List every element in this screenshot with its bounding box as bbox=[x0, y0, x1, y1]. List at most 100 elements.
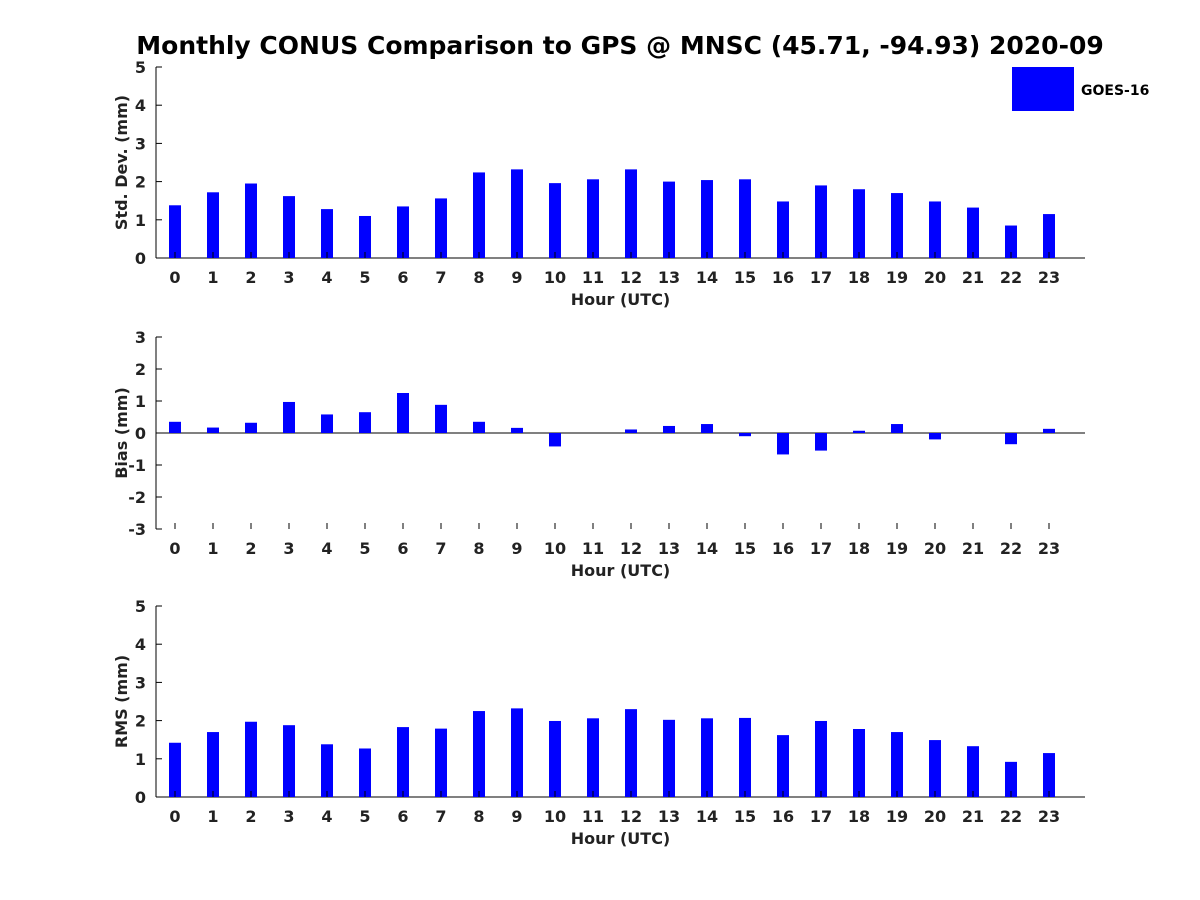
bar bbox=[891, 193, 903, 258]
bar bbox=[283, 401, 295, 433]
bar bbox=[1005, 225, 1017, 258]
x-tick-label: 21 bbox=[962, 268, 984, 287]
x-tick-label: 20 bbox=[924, 539, 946, 558]
bar bbox=[473, 172, 485, 258]
x-tick-label: 6 bbox=[397, 268, 408, 287]
bar bbox=[1043, 428, 1055, 433]
bar bbox=[967, 746, 979, 797]
bar bbox=[283, 196, 295, 258]
bar bbox=[1043, 753, 1055, 797]
bar bbox=[967, 207, 979, 258]
bar bbox=[625, 709, 637, 797]
bar bbox=[207, 192, 219, 258]
x-tick-label: 17 bbox=[810, 268, 832, 287]
x-tick-label: 3 bbox=[283, 539, 294, 558]
bar bbox=[473, 711, 485, 797]
y-tick-label: -3 bbox=[128, 520, 146, 539]
y-axis-label: Bias (mm) bbox=[112, 387, 131, 479]
y-axis-label: RMS (mm) bbox=[112, 655, 131, 748]
x-tick-label: 2 bbox=[245, 539, 256, 558]
x-tick-label: 6 bbox=[397, 539, 408, 558]
bar bbox=[739, 717, 751, 797]
chart-title: Monthly CONUS Comparison to GPS @ MNSC (… bbox=[136, 31, 1103, 60]
x-tick-label: 19 bbox=[886, 807, 908, 826]
bar bbox=[511, 169, 523, 258]
y-tick-label: 2 bbox=[135, 360, 146, 379]
bar bbox=[397, 393, 409, 433]
y-tick-label: 5 bbox=[135, 58, 146, 77]
x-tick-label: 10 bbox=[544, 539, 566, 558]
bar bbox=[321, 209, 333, 258]
x-tick-label: 16 bbox=[772, 807, 794, 826]
x-tick-label: 8 bbox=[473, 539, 484, 558]
x-tick-label: 15 bbox=[734, 539, 756, 558]
x-tick-label: 7 bbox=[435, 539, 446, 558]
x-tick-label: 5 bbox=[359, 268, 370, 287]
x-tick-label: 10 bbox=[544, 807, 566, 826]
x-tick-label: 20 bbox=[924, 268, 946, 287]
x-tick-label: 1 bbox=[207, 539, 218, 558]
bar bbox=[929, 433, 941, 440]
x-tick-label: 4 bbox=[321, 268, 332, 287]
legend: GOES-16 bbox=[1012, 67, 1149, 111]
x-tick-label: 11 bbox=[582, 807, 604, 826]
x-tick-label: 14 bbox=[696, 539, 718, 558]
x-tick-label: 9 bbox=[511, 268, 522, 287]
x-tick-label: 17 bbox=[810, 539, 832, 558]
bar bbox=[625, 429, 637, 433]
x-tick-label: 19 bbox=[886, 539, 908, 558]
bar bbox=[853, 189, 865, 258]
x-tick-label: 13 bbox=[658, 807, 680, 826]
bar bbox=[701, 180, 713, 258]
x-tick-label: 18 bbox=[848, 268, 870, 287]
x-tick-label: 7 bbox=[435, 268, 446, 287]
bar bbox=[701, 718, 713, 797]
x-tick-label: 8 bbox=[473, 807, 484, 826]
x-tick-label: 18 bbox=[848, 539, 870, 558]
bar bbox=[321, 414, 333, 433]
y-tick-label: 0 bbox=[135, 424, 146, 443]
x-tick-label: 21 bbox=[962, 539, 984, 558]
x-tick-label: 9 bbox=[511, 539, 522, 558]
x-tick-label: 22 bbox=[1000, 539, 1022, 558]
x-tick-label: 22 bbox=[1000, 268, 1022, 287]
x-tick-label: 6 bbox=[397, 807, 408, 826]
bar bbox=[1005, 433, 1017, 445]
bar bbox=[853, 729, 865, 797]
bar bbox=[169, 205, 181, 258]
x-tick-label: 13 bbox=[658, 539, 680, 558]
bar bbox=[777, 735, 789, 797]
bar bbox=[283, 725, 295, 797]
x-tick-label: 19 bbox=[886, 268, 908, 287]
bar bbox=[663, 425, 675, 433]
x-tick-label: 10 bbox=[544, 268, 566, 287]
bar bbox=[245, 422, 257, 433]
bar bbox=[777, 201, 789, 258]
bar bbox=[815, 720, 827, 797]
bar bbox=[739, 433, 751, 437]
bar bbox=[169, 742, 181, 797]
bar bbox=[321, 744, 333, 797]
bar bbox=[777, 433, 789, 455]
x-tick-label: 13 bbox=[658, 268, 680, 287]
x-axis-label: Hour (UTC) bbox=[571, 561, 671, 580]
bar bbox=[245, 721, 257, 797]
x-tick-label: 0 bbox=[169, 268, 180, 287]
x-tick-label: 12 bbox=[620, 539, 642, 558]
bar bbox=[359, 215, 371, 258]
y-tick-label: 3 bbox=[135, 328, 146, 347]
x-tick-label: 3 bbox=[283, 807, 294, 826]
y-tick-label: 2 bbox=[135, 712, 146, 731]
x-tick-label: 16 bbox=[772, 268, 794, 287]
bar bbox=[549, 720, 561, 797]
bar bbox=[815, 185, 827, 258]
y-tick-label: 1 bbox=[135, 392, 146, 411]
bar bbox=[701, 424, 713, 433]
legend-label: GOES-16 bbox=[1081, 83, 1149, 99]
bar bbox=[1005, 761, 1017, 797]
x-tick-label: 1 bbox=[207, 268, 218, 287]
y-axis-label: Std. Dev. (mm) bbox=[112, 95, 131, 230]
x-tick-label: 23 bbox=[1038, 539, 1060, 558]
x-tick-label: 1 bbox=[207, 807, 218, 826]
